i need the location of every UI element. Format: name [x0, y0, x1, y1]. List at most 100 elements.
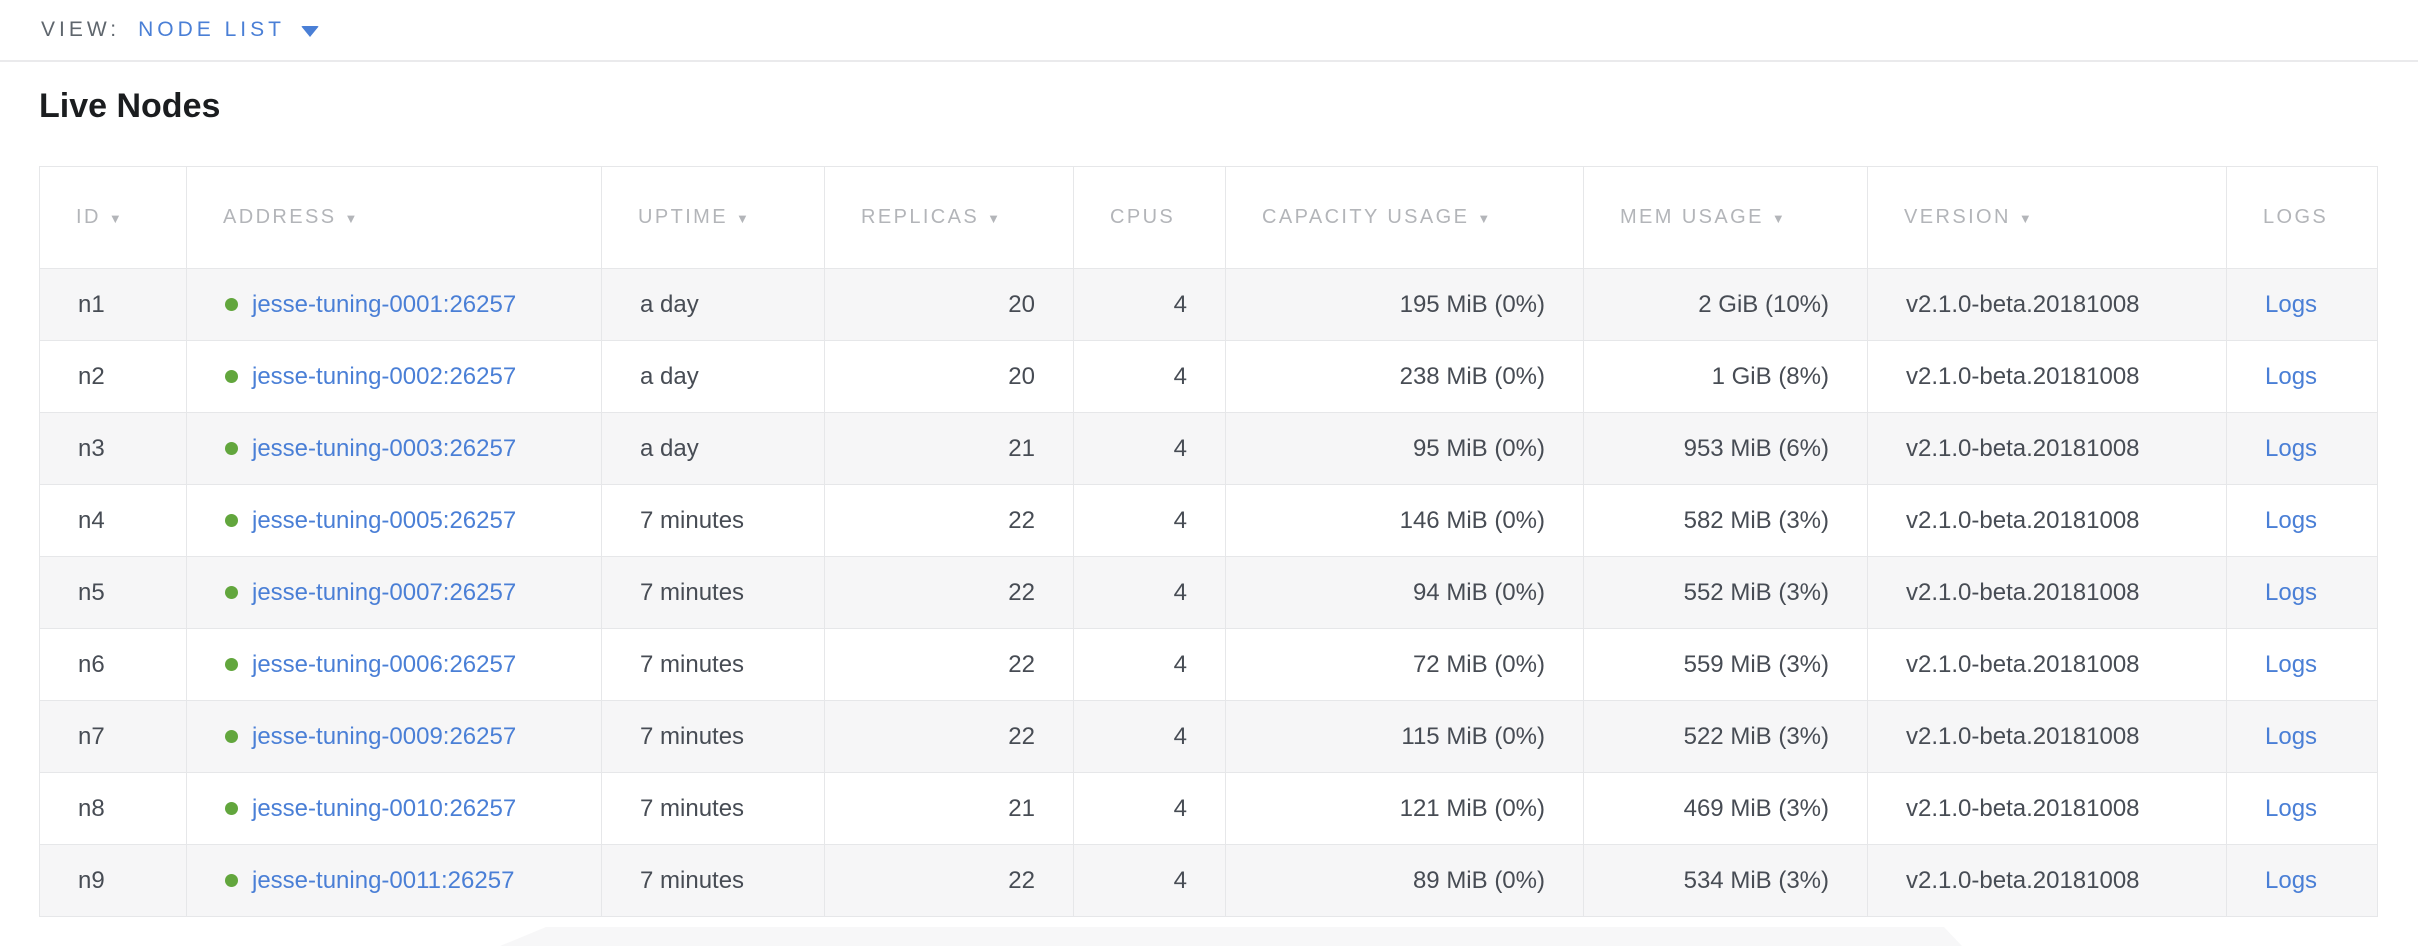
cpus-cell: 4	[1073, 268, 1226, 341]
id-cell: n3	[39, 412, 187, 485]
logs-link[interactable]: Logs	[2265, 290, 2318, 318]
capacity-cell: 115 MiB (0%)	[1225, 700, 1584, 773]
capacity-cell: 95 MiB (0%)	[1225, 412, 1584, 485]
node-live-status-icon	[225, 297, 238, 311]
node-address-cell: jesse-tuning-0005:26257	[186, 484, 602, 557]
replicas-cell: 20	[824, 268, 1074, 341]
node-address-link[interactable]: jesse-tuning-0010:26257	[252, 794, 517, 822]
below-fold-shadow	[500, 927, 1962, 946]
node-live-status-icon	[225, 801, 238, 815]
view-selected-value: NODE LIST	[138, 18, 285, 41]
table-header: ID ▼ ADDRESS ▼ UPTIME ▼ REPLICAS ▼ CPUS CAPACITY …	[39, 166, 2378, 269]
mem-cell: 469 MiB (3%)	[1583, 772, 1868, 845]
node-live-status-icon	[225, 513, 238, 527]
uptime-cell: 7 minutes	[601, 772, 825, 845]
node-address-link[interactable]: jesse-tuning-0005:26257	[252, 506, 517, 534]
node-address-cell: jesse-tuning-0003:26257	[186, 412, 602, 485]
node-address-cell: jesse-tuning-0009:26257	[186, 700, 602, 773]
id-cell: n5	[39, 556, 187, 629]
column-header-capacity[interactable]: CAPACITY USAGE ▼	[1225, 166, 1584, 269]
uptime-cell: 7 minutes	[601, 700, 825, 773]
view-selector[interactable]: NODE LIST	[138, 18, 319, 42]
column-header-address[interactable]: ADDRESS ▼	[186, 166, 602, 269]
uptime-cell: a day	[601, 340, 825, 413]
node-live-status-icon	[225, 441, 238, 455]
replicas-cell: 22	[824, 484, 1074, 557]
node-address-link[interactable]: jesse-tuning-0006:26257	[252, 650, 517, 678]
column-label: ADDRESS	[223, 206, 337, 228]
main-content: Live Nodes ID ▼ ADDRESS ▼ UPTIME ▼ REPLICAS ▼ CP…	[0, 86, 2418, 917]
column-label: MEM USAGE	[1620, 206, 1764, 228]
node-address-link[interactable]: jesse-tuning-0002:26257	[252, 362, 517, 390]
cpus-cell: 4	[1073, 700, 1226, 773]
column-header-version[interactable]: VERSION ▼	[1867, 166, 2227, 269]
page-title: Live Nodes	[39, 87, 221, 125]
replicas-cell: 22	[824, 628, 1074, 701]
replicas-cell: 21	[824, 412, 1074, 485]
id-cell: n6	[39, 628, 187, 701]
table-row-n7: n7 jesse-tuning-0009:26257 7 minutes 22 4 115…	[39, 700, 2378, 773]
version-cell: v2.1.0-beta.20181008	[1867, 268, 2227, 341]
node-live-status-icon	[225, 369, 238, 383]
uptime-cell: a day	[601, 412, 825, 485]
logs-cell: Logs	[2226, 556, 2378, 629]
node-address-link[interactable]: jesse-tuning-0007:26257	[252, 578, 517, 606]
node-address-cell: jesse-tuning-0010:26257	[186, 772, 602, 845]
version-cell: v2.1.0-beta.20181008	[1867, 700, 2227, 773]
header-row: ID ▼ ADDRESS ▼ UPTIME ▼ REPLICAS ▼ CPUS CAPACITY …	[39, 166, 2378, 269]
mem-cell: 534 MiB (3%)	[1583, 844, 1868, 917]
logs-link[interactable]: Logs	[2265, 650, 2318, 678]
chevron-down-icon	[300, 25, 319, 37]
capacity-cell: 195 MiB (0%)	[1225, 268, 1584, 341]
column-header-replicas[interactable]: REPLICAS ▼	[824, 166, 1074, 269]
node-address-cell: jesse-tuning-0007:26257	[186, 556, 602, 629]
column-label: UPTIME	[638, 206, 728, 228]
id-cell: n2	[39, 340, 187, 413]
id-cell: n1	[39, 268, 187, 341]
id-cell: n4	[39, 484, 187, 557]
column-header-uptime[interactable]: UPTIME ▼	[601, 166, 825, 269]
node-live-status-icon	[225, 729, 238, 743]
node-address-link[interactable]: jesse-tuning-0001:26257	[252, 290, 517, 318]
mem-cell: 522 MiB (3%)	[1583, 700, 1868, 773]
node-address-link[interactable]: jesse-tuning-0009:26257	[252, 722, 517, 750]
mem-cell: 582 MiB (3%)	[1583, 484, 1868, 557]
mem-cell: 953 MiB (6%)	[1583, 412, 1868, 485]
node-address-link[interactable]: jesse-tuning-0011:26257	[252, 866, 515, 894]
column-label: CAPACITY USAGE	[1262, 206, 1470, 228]
view-bar: VIEW: NODE LIST	[0, 0, 2418, 62]
logs-link[interactable]: Logs	[2265, 434, 2318, 462]
logs-link[interactable]: Logs	[2265, 506, 2318, 534]
node-address-cell: jesse-tuning-0006:26257	[186, 628, 602, 701]
logs-link[interactable]: Logs	[2265, 866, 2318, 894]
table-row-n3: n3 jesse-tuning-0003:26257 a day 21 4 95 MiB …	[39, 412, 2378, 485]
table-row-n8: n8 jesse-tuning-0010:26257 7 minutes 21 4 121…	[39, 772, 2378, 845]
version-cell: v2.1.0-beta.20181008	[1867, 340, 2227, 413]
node-live-status-icon	[225, 657, 238, 671]
table-row-n2: n2 jesse-tuning-0002:26257 a day 20 4 238 MiB…	[39, 340, 2378, 413]
column-header-id[interactable]: ID ▼	[39, 166, 187, 269]
column-label: VERSION	[1904, 206, 2011, 228]
capacity-cell: 94 MiB (0%)	[1225, 556, 1584, 629]
cpus-cell: 4	[1073, 340, 1226, 413]
logs-link[interactable]: Logs	[2265, 794, 2318, 822]
id-cell: n9	[39, 844, 187, 917]
version-cell: v2.1.0-beta.20181008	[1867, 844, 2227, 917]
capacity-cell: 238 MiB (0%)	[1225, 340, 1584, 413]
logs-link[interactable]: Logs	[2265, 722, 2318, 750]
uptime-cell: 7 minutes	[601, 556, 825, 629]
cpus-cell: 4	[1073, 556, 1226, 629]
node-live-status-icon	[225, 873, 238, 887]
logs-cell: Logs	[2226, 340, 2378, 413]
replicas-cell: 20	[824, 340, 1074, 413]
table-row-n9: n9 jesse-tuning-0011:26257 7 minutes 22 4 89 …	[39, 844, 2378, 917]
logs-cell: Logs	[2226, 844, 2378, 917]
logs-link[interactable]: Logs	[2265, 362, 2318, 390]
capacity-cell: 72 MiB (0%)	[1225, 628, 1584, 701]
logs-link[interactable]: Logs	[2265, 578, 2318, 606]
node-address-link[interactable]: jesse-tuning-0003:26257	[252, 434, 517, 462]
view-label: VIEW:	[41, 18, 121, 41]
table-row-n4: n4 jesse-tuning-0005:26257 7 minutes 22 4 146…	[39, 484, 2378, 557]
cpus-cell: 4	[1073, 844, 1226, 917]
column-header-mem[interactable]: MEM USAGE ▼	[1583, 166, 1868, 269]
